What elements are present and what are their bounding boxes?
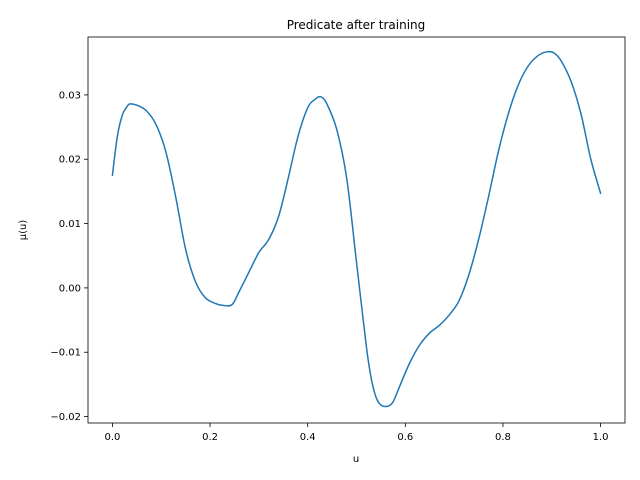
y-tick-label: 0.01 [59, 219, 81, 230]
chart-title: Predicate after training [287, 18, 426, 32]
plot-frame [87, 36, 626, 424]
y-tick-label: 0.02 [59, 155, 81, 166]
y-axis: −0.02 −0.01 0.00 0.01 0.02 0.03 [50, 90, 88, 423]
x-axis: 0.0 0.2 0.4 0.6 0.8 1.0 [104, 423, 609, 443]
x-tick-label: 0.8 [495, 432, 511, 443]
x-tick-label: 0.6 [397, 432, 413, 443]
x-axis-label: u [353, 454, 359, 465]
y-axis-label: μ(u) [18, 220, 29, 241]
x-tick-label: 1.0 [593, 432, 609, 443]
plot-area [111, 50, 602, 408]
x-tick-label: 0.2 [202, 432, 218, 443]
y-tick-label: −0.01 [50, 348, 81, 359]
series-line [111, 50, 602, 408]
y-tick-label: 0.00 [59, 283, 81, 294]
x-tick-label: 0.4 [300, 432, 316, 443]
x-tick-label: 0.0 [104, 432, 120, 443]
y-tick-label: 0.03 [59, 90, 81, 101]
y-tick-label: −0.02 [50, 412, 81, 423]
